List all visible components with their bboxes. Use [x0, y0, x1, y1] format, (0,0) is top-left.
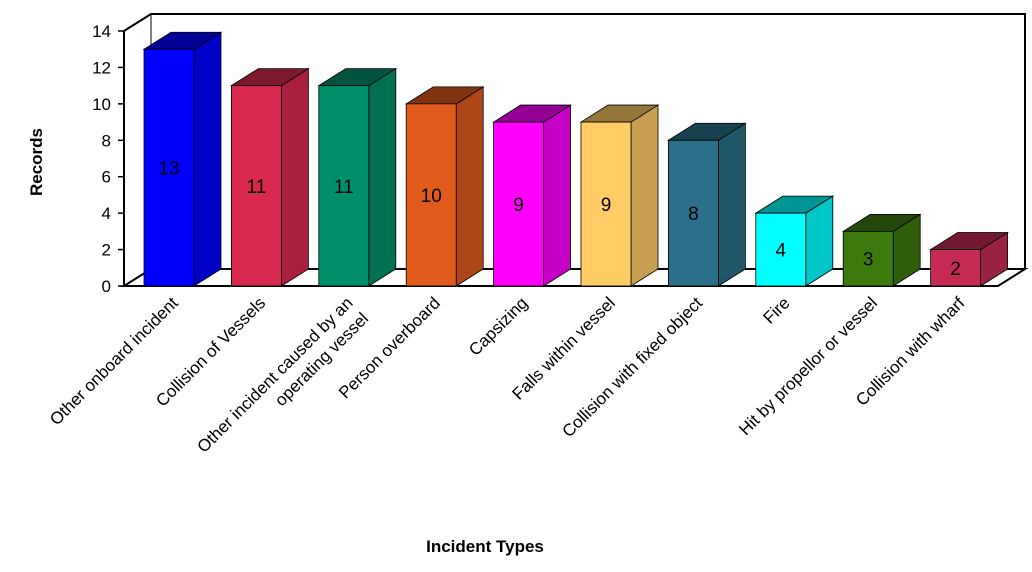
bar: 11: [230, 67, 310, 287]
y-axis-title: Records: [27, 128, 46, 196]
y-tick-label: 0: [102, 277, 111, 296]
data-label: 8: [688, 204, 699, 225]
x-tick-label: Fire: [759, 293, 793, 327]
bar-side: [630, 104, 659, 287]
bar: 10: [404, 86, 485, 287]
bar-side: [543, 104, 571, 287]
data-label: 11: [334, 177, 354, 198]
bar: 9: [579, 104, 660, 287]
bar-front: [668, 139, 719, 287]
bar: 2: [929, 231, 1009, 287]
bar-side: [368, 67, 397, 287]
x-tick-label: Collision with fixed object: [558, 293, 706, 441]
x-tick-label: Hit by propellor or vessel: [735, 293, 881, 439]
y-tick-label: 4: [102, 204, 111, 223]
bar-front: [143, 48, 195, 287]
y-tick-label: 8: [102, 131, 111, 150]
bar: 3: [841, 213, 922, 287]
bar-side: [280, 67, 309, 287]
x-tick-label: Capsizing: [465, 293, 531, 359]
data-label: 10: [421, 186, 442, 207]
data-label: 9: [601, 195, 612, 216]
bar: 4: [754, 195, 835, 287]
data-label: 13: [158, 159, 179, 180]
bar: 9: [492, 104, 572, 287]
y-tick-label: 2: [102, 241, 111, 260]
bar: 13: [142, 31, 223, 287]
bars: 13 11 11 10 9 9 8 4 3 2: [142, 31, 1009, 287]
x-axis-title: Incident Types: [426, 537, 544, 556]
data-label: 4: [776, 241, 787, 262]
bar-front: [318, 85, 370, 287]
data-label: 3: [863, 250, 874, 271]
y-tick-label: 10: [92, 95, 111, 114]
x-tick-label: Other onboard incident: [46, 293, 182, 429]
bar-front: [230, 85, 282, 287]
y-tick-label: 12: [92, 58, 111, 77]
bar: 8: [667, 122, 747, 287]
bar: 11: [317, 67, 398, 287]
y-tick-label: 14: [92, 22, 111, 41]
bar-front: [930, 249, 981, 287]
bar-front: [755, 212, 807, 287]
data-label: 9: [513, 195, 524, 216]
bar-side: [718, 122, 746, 287]
bar-front: [580, 121, 632, 287]
bar-front: [842, 230, 894, 287]
bar-side: [193, 31, 222, 287]
bar-front: [405, 103, 457, 287]
y-tick-label: 6: [102, 168, 111, 187]
data-label: 11: [247, 177, 267, 198]
bar-front: [493, 121, 545, 287]
bar-side: [455, 86, 484, 287]
data-label: 2: [950, 259, 961, 280]
y-axis: 0 2 4 6 8 10 12 14: [92, 22, 124, 296]
